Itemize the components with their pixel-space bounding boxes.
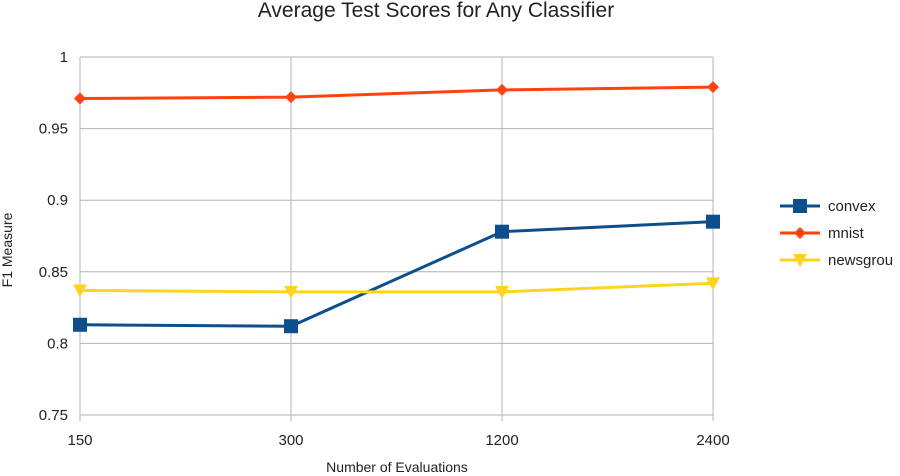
- chart-title: Average Test Scores for Any Classifier: [258, 0, 614, 22]
- data-point-mnist: [285, 91, 297, 104]
- series-mnist: [74, 81, 719, 105]
- series-line-newsgrou: [79, 281, 714, 294]
- legend-item-newsgrou: newsgrou: [780, 252, 893, 269]
- legend-item-convex: convex: [780, 198, 876, 215]
- legend-marker-icon: [794, 227, 806, 239]
- data-point-mnist: [707, 81, 719, 94]
- data-point-newsgrou: [495, 285, 509, 299]
- y-tick-label: 0.9: [47, 192, 68, 209]
- x-tick-labels: 150 300 1200 2400: [67, 432, 729, 449]
- series-line-convex: [79, 220, 714, 328]
- data-point-convex: [284, 319, 298, 334]
- legend-marker-icon: [793, 254, 807, 267]
- y-tick-label: 0.95: [39, 121, 68, 138]
- x-tick-label: 2400: [696, 432, 729, 449]
- legend: convex mnist newsgrou: [780, 198, 893, 269]
- y-axis-label: F1 Measure: [0, 212, 15, 287]
- data-point-convex: [495, 224, 509, 239]
- data-point-mnist: [74, 92, 86, 105]
- legend-label: convex: [828, 198, 876, 215]
- y-tick-label: 1: [60, 49, 68, 66]
- legend-label: mnist: [828, 225, 865, 242]
- data-point-convex: [73, 317, 87, 332]
- data-point-convex: [706, 214, 720, 229]
- gridlines: [79, 56, 714, 421]
- series-line-mnist: [79, 85, 714, 101]
- x-tick-label: 150: [67, 432, 92, 449]
- series-newsgrou: [73, 277, 720, 299]
- y-tick-label: 0.75: [39, 407, 68, 424]
- data-point-newsgrou: [706, 277, 720, 291]
- y-tick-label: 0.8: [47, 335, 68, 352]
- y-tick-labels: 0.75 0.8 0.85 0.9 0.95 1: [39, 49, 68, 424]
- data-point-newsgrou: [284, 285, 298, 299]
- x-axis-label: Number of Evaluations: [326, 459, 468, 475]
- legend-item-mnist: mnist: [780, 225, 865, 242]
- legend-marker-icon: [793, 199, 807, 213]
- x-tick-label: 1200: [485, 432, 518, 449]
- series-convex: [73, 214, 720, 334]
- data-point-newsgrou: [73, 284, 87, 298]
- y-tick-label: 0.85: [39, 264, 68, 281]
- x-tick-label: 300: [278, 432, 303, 449]
- legend-label: newsgrou: [828, 252, 893, 269]
- series-group: [73, 81, 720, 334]
- data-point-mnist: [496, 83, 508, 96]
